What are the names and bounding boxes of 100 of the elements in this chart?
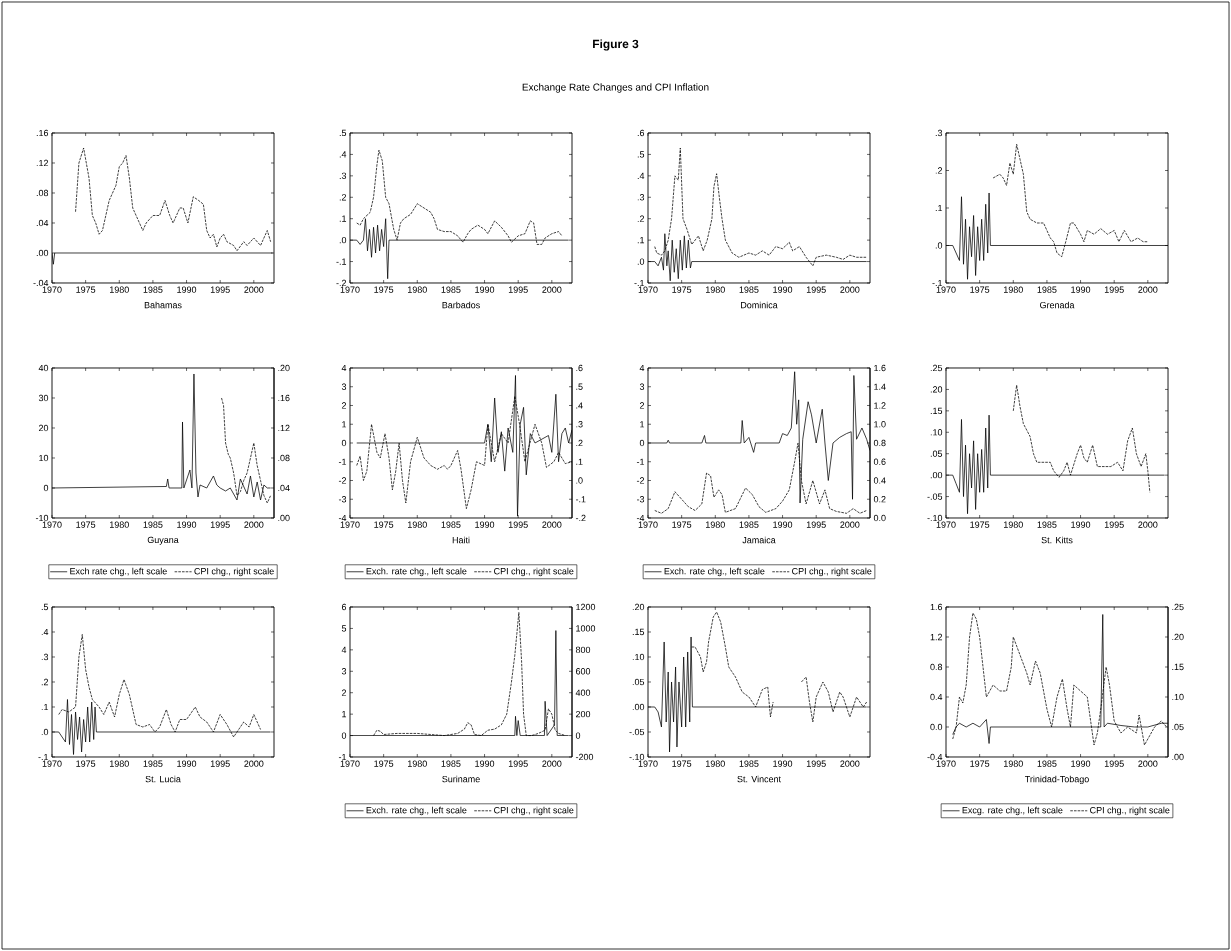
y2-tick-label: .20 (1172, 633, 1184, 641)
y-tick-label: .1 (935, 204, 943, 212)
y-tick-label: .2 (935, 167, 943, 174)
y-tick-label: .5 (637, 151, 645, 158)
x-tick-label: 1990 (475, 521, 495, 528)
x-axis-title: Barbados (442, 301, 480, 309)
x-tick-label: 1985 (1037, 521, 1057, 528)
y-tick-label: 2 (341, 689, 347, 696)
y2-tick-label: .4 (576, 402, 583, 409)
y-tick-label: .3 (41, 653, 49, 661)
x-tick-label: 1980 (407, 521, 427, 528)
y-tick-label: 20 (38, 424, 49, 432)
y2-tick-label: -.2 (575, 514, 586, 522)
y2-tick-label: .1 (576, 458, 583, 465)
x-tick-label: 2000 (1138, 521, 1158, 528)
x-tick-label: 1995 (210, 286, 230, 293)
legend-label: Excg. rate chg., left scale (962, 806, 1063, 816)
y-tick-label: -1 (338, 458, 347, 465)
y-tick-label: .0 (339, 236, 347, 244)
x-tick-label: 1970 (340, 521, 360, 528)
x-tick-label: 1985 (143, 286, 163, 293)
x-tick-label: 1970 (638, 521, 658, 528)
y2-tick-label: 0.2 (873, 496, 886, 503)
x-axis-title: Guyana (147, 536, 179, 545)
x-tick-label: 2000 (840, 521, 860, 528)
y-tick-label: 0 (341, 439, 347, 447)
y-tick-label: .25 (930, 364, 943, 372)
y-tick-label: .05 (930, 450, 943, 457)
x-tick-label: 1995 (806, 521, 826, 528)
y-tick-label: .10 (632, 653, 645, 661)
y2-tick-label: 200 (575, 710, 591, 718)
y2-tick-label: 1200 (576, 603, 596, 611)
x-tick-label: 1985 (143, 760, 163, 767)
y-tick-label: -2 (636, 477, 645, 484)
y-tick-label: -.2 (336, 279, 347, 287)
x-tick-label: 1980 (407, 286, 427, 293)
y-tick-label: .0 (41, 728, 49, 736)
y2-tick-label: .16 (278, 394, 290, 402)
x-axis-title: Haiti (452, 536, 470, 544)
x-axis-title: St. Lucia (145, 775, 181, 783)
y2-tick-label: 0.4 (873, 477, 886, 484)
y-tick-label: .3 (637, 194, 645, 201)
y-tick-label: 0.0 (930, 723, 943, 731)
x-axis-title: Trinidad-Tobago (1024, 775, 1089, 785)
x-axis-title: Suriname (442, 775, 480, 783)
y-tick-label: .16 (36, 129, 49, 137)
x-tick-label: 1975 (374, 521, 394, 528)
legend-label: CPI chg., right scale (194, 567, 274, 577)
x-tick-label: 1995 (806, 760, 826, 767)
y2-tick-label: .10 (1172, 693, 1184, 701)
x-tick-label: 1975 (76, 760, 96, 767)
legend-label: Exch. rate chg., left scale (366, 806, 467, 816)
y-tick-label: 10 (39, 454, 49, 462)
y-tick-label: -.05 (629, 728, 645, 736)
x-tick-label: 1985 (1037, 760, 1057, 767)
x-tick-label: 1975 (374, 286, 394, 293)
x-tick-label: 1995 (806, 286, 826, 293)
y-tick-label: 1 (342, 711, 347, 718)
y-tick-label: .5 (41, 603, 49, 611)
x-tick-label: 1995 (210, 521, 230, 528)
y-tick-label: .2 (637, 215, 645, 222)
x-tick-label: 1970 (42, 760, 62, 767)
y2-tick-label: .00 (1172, 753, 1184, 761)
x-tick-label: 2000 (1138, 286, 1158, 293)
x-axis-title: Bahamas (144, 301, 182, 309)
x-tick-label: 2000 (244, 286, 264, 293)
chart-title: Figure 3 (593, 39, 639, 51)
x-tick-label: 1980 (407, 760, 427, 767)
x-tick-label: 1975 (672, 760, 692, 767)
y-tick-label: 0.4 (930, 693, 943, 701)
y-tick-label: -1 (636, 458, 645, 465)
x-tick-label: 1985 (441, 760, 461, 767)
y-tick-label: -.05 (927, 493, 943, 500)
y2-tick-label: .0 (576, 477, 583, 484)
x-tick-label: 1975 (76, 286, 96, 293)
y2-tick-label: 400 (575, 689, 591, 696)
x-tick-label: 1985 (441, 286, 461, 293)
x-tick-label: 1970 (42, 521, 62, 528)
x-axis-title: Grenada (1040, 301, 1075, 309)
y-tick-label: .1 (637, 237, 645, 244)
legend-label: Exch. rate chg., left scale (664, 567, 765, 577)
y-tick-label: .0 (935, 242, 943, 249)
y2-tick-label: .05 (1172, 723, 1184, 731)
y-tick-label: .4 (637, 172, 645, 179)
y2-tick-label: 1.0 (874, 421, 886, 428)
y-tick-label: -10 (35, 514, 49, 522)
y-tick-label: .1 (41, 703, 49, 711)
x-tick-label: 1980 (109, 521, 129, 528)
x-tick-label: 1990 (773, 521, 793, 528)
y-tick-label: 1.2 (930, 633, 943, 641)
y2-tick-label: .25 (1172, 603, 1184, 611)
x-tick-label: 1980 (1004, 286, 1023, 293)
x-tick-label: 1990 (1071, 760, 1091, 767)
x-tick-label: 1985 (739, 521, 759, 528)
y2-tick-label: 800 (575, 646, 591, 654)
x-tick-label: 1985 (739, 286, 759, 293)
y2-tick-label: .2 (576, 439, 583, 447)
y-tick-label: .00 (36, 249, 49, 257)
x-tick-label: 1995 (508, 521, 528, 528)
x-tick-label: 1995 (210, 760, 230, 767)
